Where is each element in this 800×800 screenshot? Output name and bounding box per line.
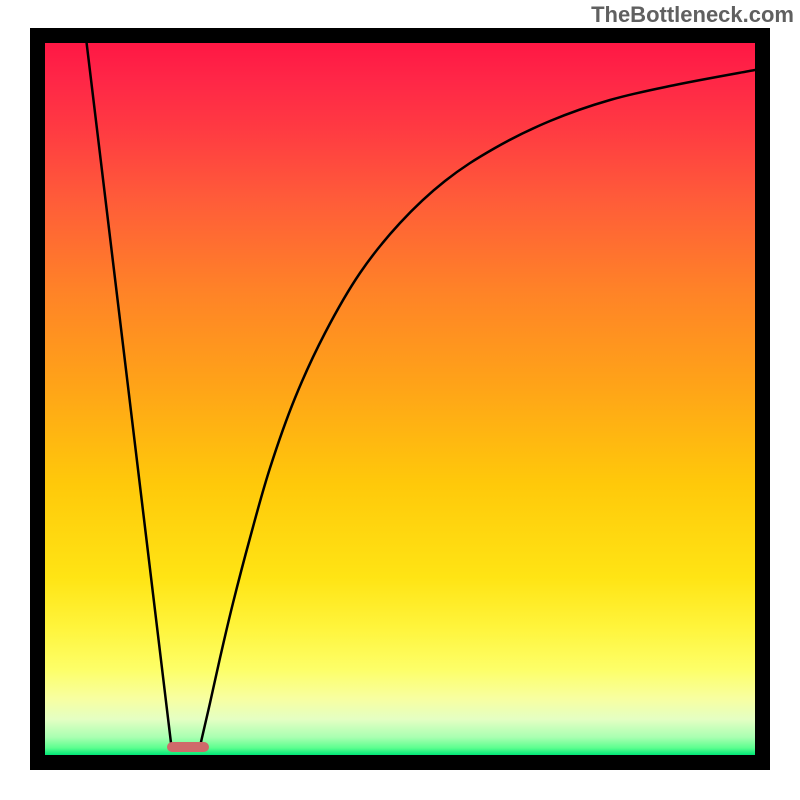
plot-area — [45, 43, 755, 755]
bottleneck-marker — [167, 742, 209, 752]
chart-curves — [45, 43, 755, 755]
chart-frame — [30, 28, 770, 770]
watermark-text: TheBottleneck.com — [591, 2, 794, 28]
